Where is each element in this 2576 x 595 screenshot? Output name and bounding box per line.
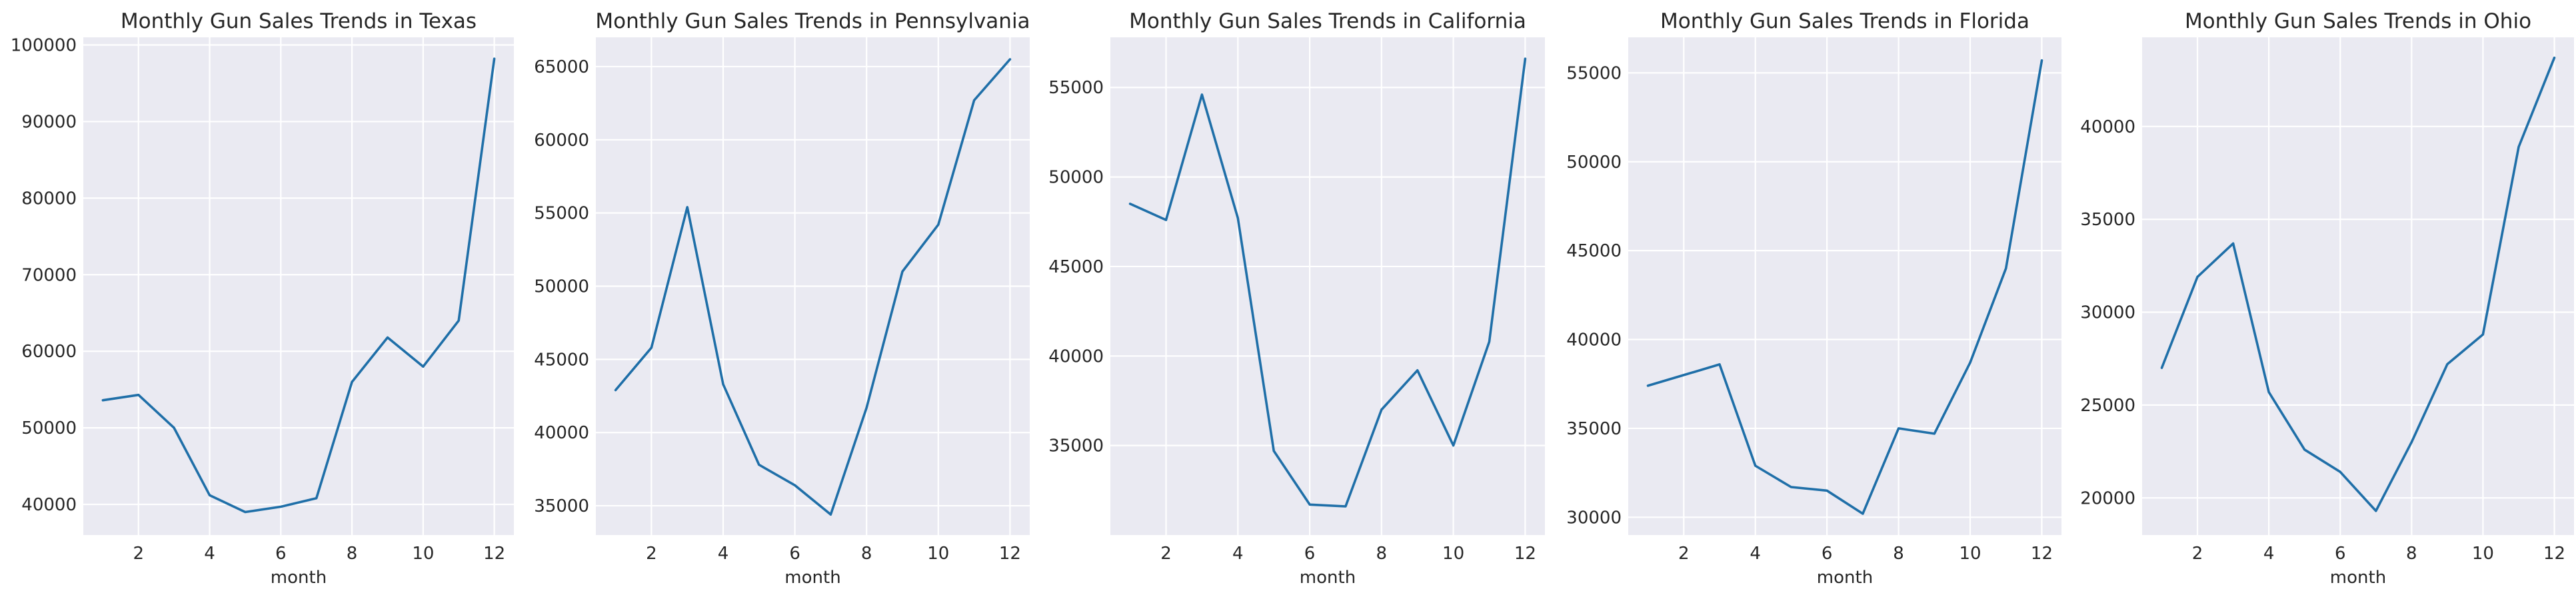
y-tick-label: 45000	[1048, 257, 1104, 277]
x-tick-label: 12	[483, 544, 505, 564]
y-tick-label: 35000	[1566, 419, 1622, 439]
plot-area	[2142, 37, 2574, 535]
y-tick-label: 90000	[21, 112, 77, 132]
y-tick-label: 60000	[534, 131, 589, 151]
x-tick-label: 2	[2192, 544, 2203, 564]
y-tick-label: 40000	[2080, 117, 2135, 137]
x-tick-label: 10	[1959, 544, 1981, 564]
x-tick-label: 10	[927, 544, 949, 564]
x-tick-label: 2	[1678, 544, 1690, 564]
y-tick-label: 70000	[21, 265, 77, 285]
y-tick-label: 55000	[1566, 63, 1622, 83]
y-tick-label: 45000	[534, 350, 589, 370]
x-axis-label: month	[784, 568, 840, 588]
y-tick-label: 65000	[534, 57, 589, 77]
x-tick-label: 6	[275, 544, 287, 564]
y-tick-label: 50000	[21, 418, 77, 438]
y-tick-label: 35000	[534, 496, 589, 516]
y-tick-label: 40000	[21, 495, 77, 515]
chart-panel-2: 2 4 6 8 10 12 35000 40000 45000 50000 55000 60000 65…	[534, 9, 1030, 588]
x-tick-label: 4	[204, 544, 215, 564]
x-tick-label: 12	[1514, 544, 1536, 564]
x-tick-label: 8	[347, 544, 358, 564]
y-tick-label: 40000	[534, 423, 589, 443]
chart-panel-5: 2 4 6 8 10 12 20000 25000 30000 35000 40000 Monthly…	[2080, 9, 2574, 588]
y-tick-label: 55000	[534, 204, 589, 224]
chart-panel-1: 2 4 6 8 10 12 40000 50000 60000 70000 80000 90000 10…	[11, 9, 514, 588]
x-tick-label: 4	[718, 544, 729, 564]
x-tick-label: 6	[789, 544, 800, 564]
x-tick-label: 2	[646, 544, 657, 564]
x-tick-label: 12	[2031, 544, 2053, 564]
chart-title: Monthly Gun Sales Trends in California	[1129, 9, 1526, 33]
x-tick-label: 10	[2472, 544, 2494, 564]
x-tick-label: 6	[1822, 544, 1833, 564]
y-tick-label: 50000	[1566, 153, 1622, 173]
y-tick-label: 40000	[1048, 346, 1104, 366]
y-tick-label: 60000	[21, 342, 77, 362]
x-tick-label: 10	[1442, 544, 1464, 564]
chart-title: Monthly Gun Sales Trends in Texas	[121, 9, 477, 33]
x-axis-label: month	[271, 568, 327, 588]
chart-title: Monthly Gun Sales Trends in Pennsylvania	[595, 9, 1030, 33]
y-tick-label: 20000	[2080, 488, 2135, 508]
x-tick-label: 6	[1304, 544, 1316, 564]
x-tick-label: 4	[1750, 544, 1761, 564]
chart-panel-3: 2 4 6 8 10 12 35000 40000 45000 50000 55000 Monthly…	[1048, 9, 1545, 588]
y-tick-label: 30000	[1566, 508, 1622, 528]
series-line	[101, 57, 496, 514]
y-tick-label: 50000	[1048, 168, 1104, 188]
x-axis-label: month	[1817, 568, 1873, 588]
x-tick-label: 8	[1376, 544, 1388, 564]
y-tick-label: 100000	[11, 35, 77, 55]
x-tick-label: 8	[2406, 544, 2417, 564]
x-tick-label: 4	[1232, 544, 1244, 564]
y-tick-label: 45000	[1566, 241, 1622, 261]
y-tick-label: 50000	[534, 277, 589, 297]
x-tick-label: 10	[412, 544, 434, 564]
y-tick-label: 40000	[1566, 330, 1622, 350]
plot-area	[1628, 37, 2061, 535]
x-tick-label: 12	[2543, 544, 2565, 564]
y-tick-label: 55000	[1048, 78, 1104, 98]
x-tick-label: 2	[1160, 544, 1172, 564]
y-tick-label: 35000	[2080, 210, 2135, 230]
y-tick-label: 80000	[21, 189, 77, 209]
series-line	[1128, 57, 1527, 508]
x-axis-label: month	[2330, 568, 2386, 588]
x-tick-label: 12	[999, 544, 1021, 564]
x-tick-label: 2	[133, 544, 144, 564]
x-tick-label: 8	[1893, 544, 1904, 564]
chart-panel-4: 2 4 6 8 10 12 30000 35000 40000 45000 50000 55000 Mo…	[1566, 9, 2061, 588]
x-tick-label: 8	[861, 544, 872, 564]
series-line	[1646, 59, 2043, 515]
x-tick-label: 4	[2263, 544, 2275, 564]
x-tick-label: 6	[2335, 544, 2346, 564]
chart-title: Monthly Gun Sales Trends in Ohio	[2185, 9, 2531, 33]
x-axis-label: month	[1300, 568, 1356, 588]
y-tick-label: 25000	[2080, 396, 2135, 416]
plot-area	[1110, 37, 1545, 535]
y-tick-label: 35000	[1048, 436, 1104, 456]
y-tick-label: 30000	[2080, 303, 2135, 323]
plot-area	[83, 37, 514, 535]
series-line	[2160, 56, 2556, 512]
series-line	[614, 58, 1012, 516]
chart-title: Monthly Gun Sales Trends in Florida	[1660, 9, 2029, 33]
